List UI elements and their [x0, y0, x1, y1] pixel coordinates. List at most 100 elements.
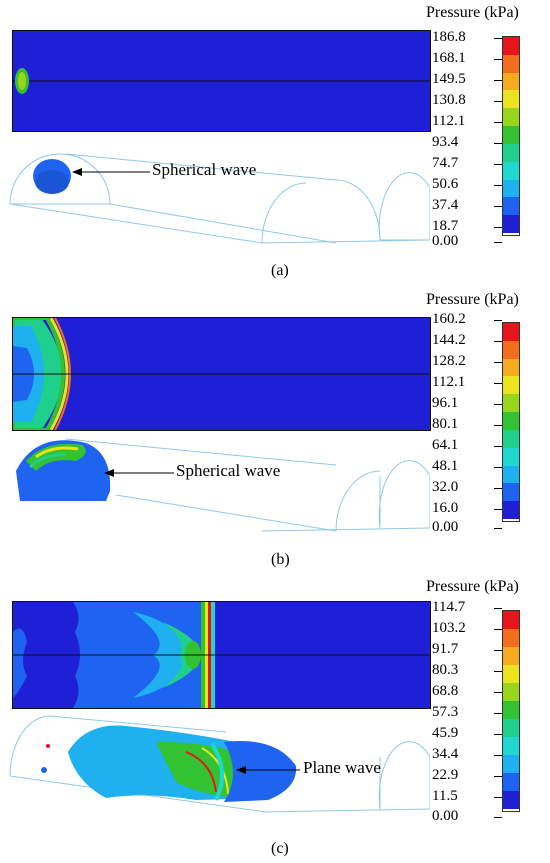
arrow-b — [104, 469, 174, 477]
scale-tick — [494, 467, 502, 468]
scale-tick — [494, 817, 502, 818]
scale-label: 80.3 — [432, 662, 459, 678]
scale-label: 34.4 — [432, 746, 459, 762]
scale-label: 149.5 — [432, 71, 466, 87]
scale-label: 0.00 — [432, 233, 459, 249]
scale-tick — [494, 143, 502, 144]
color-swatch — [503, 701, 519, 719]
color-swatch — [503, 429, 519, 448]
arrow-a — [72, 168, 150, 176]
scale-label: 50.6 — [432, 176, 459, 192]
scale-tick — [494, 650, 502, 651]
color-swatch — [503, 647, 519, 665]
color-swatch — [503, 54, 519, 73]
scale-label: 128.2 — [432, 353, 466, 369]
color-swatch — [503, 340, 519, 359]
scale-tick — [494, 528, 502, 529]
panel-c: Plane wave Pressure (kPa) 114.7 103.2 91… — [0, 578, 550, 863]
color-swatch — [503, 376, 519, 395]
pressure-contour-section-a — [12, 30, 431, 132]
scale-tick — [494, 509, 502, 510]
scale-label: 16.0 — [432, 500, 459, 516]
scale-tick — [494, 404, 502, 405]
color-swatch — [503, 773, 519, 791]
tunnel-model-3d-c — [9, 715, 430, 813]
color-swatch — [503, 108, 519, 127]
scale-label: 103.2 — [432, 620, 466, 636]
scale-label: 160.2 — [432, 311, 466, 327]
scale-tick — [494, 755, 502, 756]
pressure-contour-section-b — [12, 317, 431, 431]
scale-label: 112.1 — [432, 374, 466, 390]
color-swatch — [503, 90, 519, 109]
color-swatch — [503, 791, 519, 809]
legend-title-a: Pressure (kPa) — [426, 4, 519, 21]
scale-tick — [494, 341, 502, 342]
scale-tick — [494, 362, 502, 363]
tunnel-model-3d-a — [9, 153, 430, 244]
scale-tick — [494, 80, 502, 81]
scale-tick — [494, 734, 502, 735]
scale-label: 57.3 — [432, 704, 459, 720]
scale-label: 48.1 — [432, 458, 459, 474]
scale-label: 114.7 — [432, 599, 466, 615]
scale-tick — [494, 164, 502, 165]
scale-label: 130.8 — [432, 92, 466, 108]
color-swatch — [503, 358, 519, 377]
annotation-a: Spherical wave — [152, 160, 257, 179]
annotation-c: Plane wave — [303, 758, 381, 777]
scale-tick — [494, 671, 502, 672]
scale-tick — [494, 242, 502, 243]
annotation-b: Spherical wave — [176, 461, 281, 480]
color-swatch — [503, 179, 519, 198]
color-swatch — [503, 394, 519, 413]
color-swatch — [503, 611, 519, 629]
color-swatch — [503, 483, 519, 502]
scale-tick — [494, 227, 502, 228]
caption-c: (c) — [271, 840, 289, 857]
scale-label: 11.5 — [432, 788, 458, 804]
scale-tick — [494, 608, 502, 609]
scale-label: 68.8 — [432, 683, 459, 699]
scale-label: 96.1 — [432, 395, 459, 411]
scale-tick — [494, 185, 502, 186]
color-swatch — [503, 719, 519, 737]
color-bar — [502, 610, 520, 812]
color-swatch — [503, 755, 519, 773]
scale-label: 45.9 — [432, 725, 459, 741]
caption-b: (b) — [271, 551, 290, 568]
scale-label: 186.8 — [432, 29, 466, 45]
scale-label: 32.0 — [432, 479, 459, 495]
scale-tick — [494, 692, 502, 693]
scale-tick — [494, 797, 502, 798]
legend-title-c: Pressure (kPa) — [426, 578, 519, 595]
color-bar — [502, 36, 520, 236]
panel-b: Spherical wave Pressure (kPa) 160.2 144.… — [0, 288, 550, 578]
scale-tick — [494, 206, 502, 207]
color-swatch — [503, 447, 519, 466]
color-swatch — [503, 37, 519, 55]
scale-label: 74.7 — [432, 155, 459, 171]
color-swatch — [503, 501, 519, 520]
scale-label: 0.00 — [432, 808, 459, 824]
color-swatch — [503, 737, 519, 755]
legend-title-b: Pressure (kPa) — [426, 291, 519, 308]
tunnel-model-3d-b — [16, 438, 430, 532]
scale-tick — [494, 38, 502, 39]
arrow-c — [236, 766, 300, 774]
scale-tick — [494, 776, 502, 777]
color-swatch — [503, 197, 519, 216]
panel-a: Spherical wave Pressure (kPa) 186.8 168.… — [0, 0, 550, 288]
color-swatch — [503, 126, 519, 145]
color-swatch — [503, 465, 519, 484]
color-swatch — [503, 143, 519, 162]
scale-tick — [494, 446, 502, 447]
scale-tick — [494, 713, 502, 714]
color-swatch — [503, 629, 519, 647]
color-swatch — [503, 161, 519, 180]
color-swatch — [503, 412, 519, 431]
scale-label: 144.2 — [432, 332, 466, 348]
scale-label: 0.00 — [432, 519, 459, 535]
scale-tick — [494, 101, 502, 102]
scale-label: 112.1 — [432, 113, 466, 129]
